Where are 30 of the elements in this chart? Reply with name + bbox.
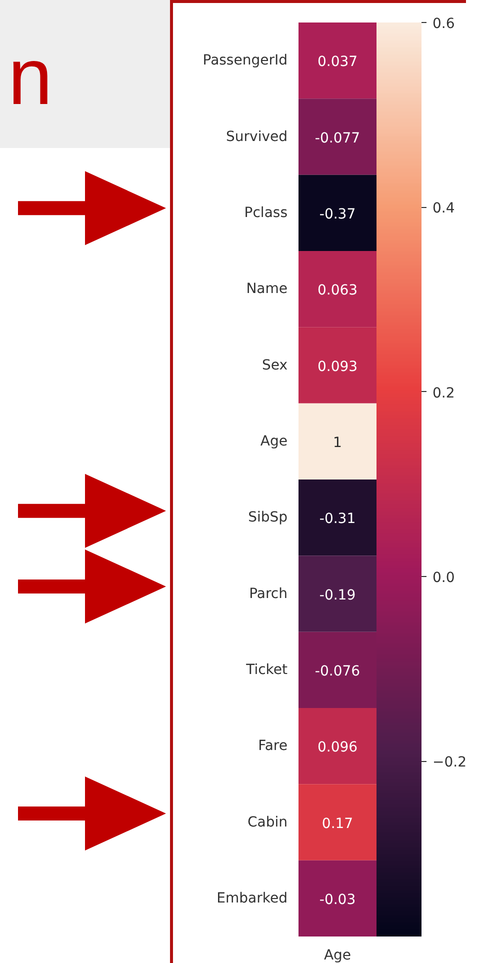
- color-bar-label: 0.2: [432, 385, 455, 402]
- data-label: -0.03: [319, 892, 356, 908]
- color-bar-label: 0.0: [432, 570, 455, 586]
- data-label: 0.096: [317, 740, 358, 756]
- data-label: -0.31: [319, 511, 356, 528]
- y-tick-label: PassengerId: [202, 52, 288, 69]
- y-tick-label: Name: [246, 281, 288, 298]
- y-tick-label: Survived: [226, 128, 288, 145]
- y-tick-label: Cabin: [247, 814, 288, 830]
- y-tick-label: SibSp: [248, 510, 288, 526]
- color-bar-label: 0.6: [432, 16, 455, 32]
- y-tick-label: Fare: [258, 738, 288, 754]
- color-bar-label: −0.2: [432, 754, 466, 771]
- data-label: 0.093: [317, 358, 358, 375]
- y-tick-label: Age: [260, 433, 288, 450]
- data-label: 0.063: [317, 282, 358, 299]
- data-label: -0.19: [319, 587, 356, 604]
- data-label: 1: [333, 434, 342, 451]
- data-label: 0.037: [317, 54, 358, 70]
- data-label: 0.17: [322, 816, 354, 832]
- data-label: -0.37: [319, 206, 356, 222]
- data-label: -0.076: [314, 663, 360, 680]
- y-tick-label: Ticket: [245, 662, 288, 678]
- y-tick-label: Pclass: [244, 204, 288, 221]
- data-label: -0.077: [314, 130, 360, 146]
- color-bar-label: 0.4: [432, 200, 455, 217]
- y-tick-label: Embarked: [216, 890, 288, 906]
- y-tick-label: Parch: [249, 586, 288, 602]
- y-tick-label: Sex: [262, 357, 288, 374]
- text: n: [8, 32, 52, 121]
